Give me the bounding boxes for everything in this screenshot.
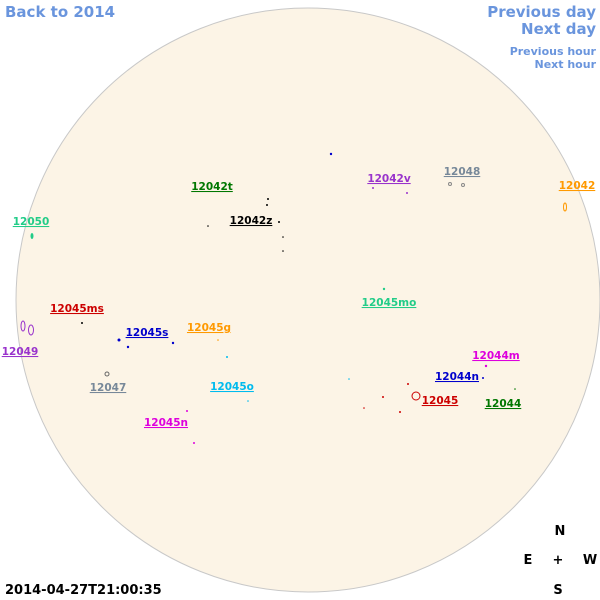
region-label[interactable]: 12045s <box>126 327 169 339</box>
nav-link[interactable]: Back to 2014 <box>5 3 115 21</box>
region-label[interactable]: 12044 <box>485 398 522 410</box>
region-label[interactable]: 12042v <box>367 173 411 185</box>
nav-link[interactable]: Next day <box>521 20 596 38</box>
region-label[interactable]: 12042z <box>230 215 273 227</box>
region-label[interactable]: 12047 <box>90 382 127 394</box>
region-label[interactable]: 12049 <box>2 346 39 358</box>
compass-label: E <box>524 553 533 568</box>
compass-label: + <box>553 553 564 568</box>
compass-label: S <box>553 583 562 598</box>
region-label[interactable]: 12045n <box>144 417 188 429</box>
region-label[interactable]: 12045mo <box>362 297 417 309</box>
region-label[interactable]: 12044m <box>472 350 520 362</box>
compass-label: W <box>583 553 597 568</box>
compass-label: N <box>555 524 566 539</box>
nav-link[interactable]: Next hour <box>535 58 597 71</box>
region-label[interactable]: 12042t <box>191 181 233 193</box>
region-label[interactable]: 12045ms <box>50 303 104 315</box>
region-label[interactable]: 12045o <box>210 381 254 393</box>
solar-disk <box>15 7 600 593</box>
spots <box>20 152 567 444</box>
nav-link[interactable]: Previous day <box>487 3 596 21</box>
region-label[interactable]: 12048 <box>444 166 481 178</box>
timestamp: 2014-04-27T21:00:35 <box>5 583 162 598</box>
region-label[interactable]: 12044n <box>435 371 479 383</box>
region-label[interactable]: 12050 <box>13 216 50 228</box>
region-labels: 12042t 12042v 12048 12042 12050 12042z 1… <box>2 166 596 429</box>
region-label[interactable]: 12042 <box>559 180 596 192</box>
region-label[interactable]: 12045g <box>187 322 231 334</box>
region-label[interactable]: 12045 <box>422 395 459 407</box>
nav-link[interactable]: Previous hour <box>510 45 597 58</box>
